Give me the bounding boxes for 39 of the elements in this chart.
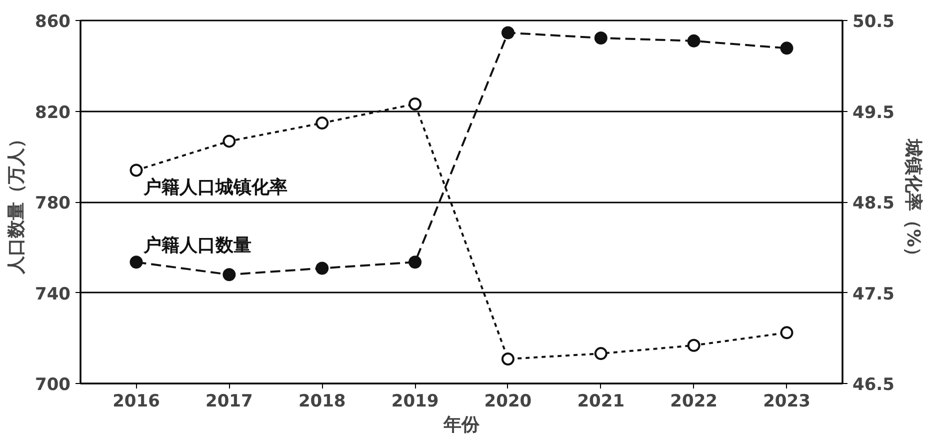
x-axis-title: 年份 — [442, 414, 480, 436]
y2-tick-label: 46.5 — [852, 375, 894, 395]
point — [316, 262, 329, 275]
x-tick-label: 2018 — [298, 392, 346, 412]
y-tick-label: 820 — [35, 102, 71, 123]
x-tick-label: 2016 — [112, 392, 160, 412]
point — [222, 134, 236, 148]
point — [780, 42, 794, 55]
point — [501, 352, 514, 366]
y2-axis-title: 城镇化率（%） — [902, 138, 924, 266]
x-tick-label: 2017 — [206, 392, 253, 412]
point — [130, 256, 143, 269]
point — [130, 164, 143, 177]
y2-tick-label: 47.5 — [852, 284, 894, 304]
point — [408, 98, 422, 110]
y-tick-label: 700 — [35, 375, 71, 395]
point — [501, 26, 514, 40]
y-axis-title: 人口数量（万人） — [6, 130, 28, 275]
y2-tick-label: 50.5 — [852, 12, 894, 32]
x-tick-label: 2020 — [484, 392, 532, 412]
series-label: 户籍人口城镇化率 — [142, 177, 288, 198]
y-tick-label: 860 — [35, 12, 71, 32]
point — [316, 116, 329, 130]
y-tick-label: 780 — [35, 194, 71, 214]
point — [687, 34, 700, 48]
y2-tick-label: 49.5 — [852, 102, 894, 123]
point — [594, 31, 608, 44]
series-label: 户籍人口数量 — [142, 235, 252, 256]
x-tick-label: 2019 — [391, 392, 439, 412]
y-tick-label: 740 — [35, 284, 71, 304]
y2-tick-label: 48.5 — [852, 194, 894, 214]
x-tick-label: 2023 — [763, 392, 810, 412]
point — [408, 256, 422, 269]
x-tick-label: 2022 — [670, 392, 718, 412]
point — [687, 338, 700, 352]
point — [780, 326, 794, 340]
point — [594, 347, 608, 360]
x-tick-label: 2021 — [577, 392, 625, 412]
point — [222, 268, 236, 282]
